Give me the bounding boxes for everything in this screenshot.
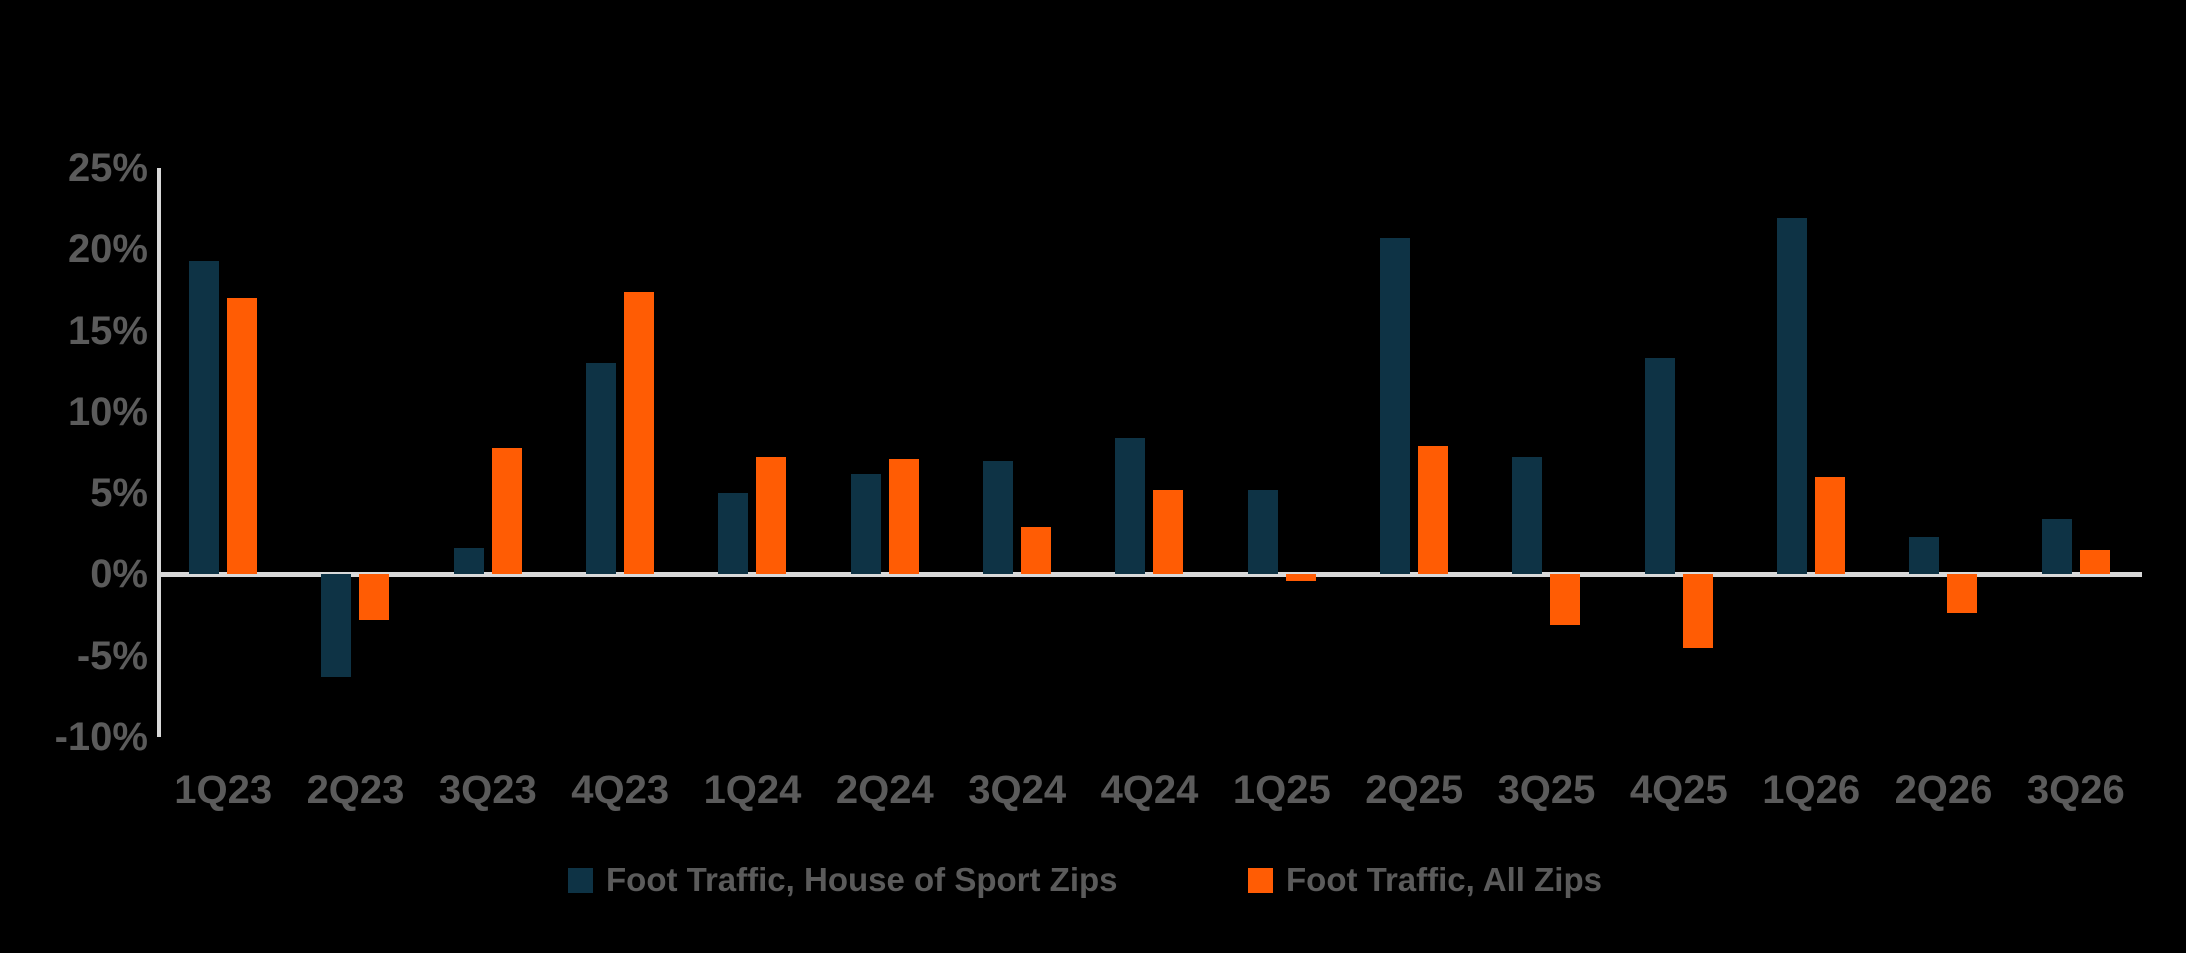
bar-all-zips: [1550, 574, 1581, 625]
x-axis-label: 2Q25: [1365, 768, 1464, 812]
category-slot: [951, 168, 1083, 737]
category-slot: [1877, 168, 2009, 737]
x-axis-label: 1Q24: [703, 768, 802, 812]
x-axis-label: 4Q25: [1629, 768, 1728, 812]
category-slot: [1348, 168, 1480, 737]
x-axis-label: 3Q23: [438, 768, 537, 812]
y-axis-line: [157, 168, 161, 737]
legend-swatch-icon: [1248, 867, 1273, 893]
bar-all-zips: [1682, 574, 1713, 648]
category-slot: [1083, 168, 1215, 737]
category-slot: [554, 168, 686, 737]
x-axis-label: 2Q23: [306, 768, 405, 812]
x-axis-label: 3Q26: [2026, 768, 2125, 812]
bar-house-of-sport-zips: [321, 574, 352, 677]
legend-item: Foot Traffic, All Zips: [1248, 857, 1602, 903]
bar-house-of-sport-zips: [983, 460, 1014, 575]
category-slot: [686, 168, 818, 737]
bar-all-zips: [1021, 527, 1052, 575]
legend-label: Foot Traffic, All Zips: [1286, 861, 1602, 898]
y-axis-tick-label: 10%: [67, 389, 148, 434]
y-axis-tick-label: 25%: [67, 146, 148, 190]
x-axis-label: 3Q25: [1497, 768, 1596, 812]
category-slot: [2010, 168, 2142, 737]
bar-all-zips: [1947, 574, 1978, 614]
y-axis-tick-label: 5%: [90, 471, 148, 516]
y-axis-tick-label: -5%: [76, 633, 148, 678]
category-slot: [422, 168, 554, 737]
category-slot: [1216, 168, 1348, 737]
bar-house-of-sport-zips: [718, 493, 749, 575]
bar-house-of-sport-zips: [1644, 358, 1675, 575]
category-slot: [1480, 168, 1612, 737]
x-axis-label: 1Q23: [174, 768, 273, 812]
x-axis-label: 1Q25: [1232, 768, 1331, 812]
bar-all-zips: [1285, 574, 1316, 581]
plot-area: [157, 168, 2142, 737]
y-axis-tick-label: -10%: [54, 715, 148, 759]
x-axis-label: 4Q24: [1100, 768, 1199, 812]
bar-all-zips: [491, 447, 522, 575]
bar-all-zips: [1815, 476, 1846, 575]
x-axis-label: 2Q26: [1894, 768, 1993, 812]
x-axis-label: 1Q26: [1762, 768, 1861, 812]
legend-item: Foot Traffic, House of Sport Zips: [568, 857, 1118, 903]
y-axis-tick-label: 15%: [67, 308, 148, 353]
bar-house-of-sport-zips: [1115, 437, 1146, 575]
bar-house-of-sport-zips: [1380, 237, 1411, 575]
bar-all-zips: [2079, 550, 2110, 575]
bar-all-zips: [359, 574, 390, 620]
category-slot: [1613, 168, 1745, 737]
x-axis-label: 3Q24: [968, 768, 1067, 812]
bar-house-of-sport-zips: [1777, 218, 1808, 575]
bar-all-zips: [1153, 489, 1184, 575]
bar-all-zips: [624, 291, 655, 575]
bar-all-zips: [1418, 445, 1449, 575]
bar-all-zips: [888, 459, 919, 575]
legend-swatch-icon: [568, 867, 593, 893]
legend: Foot Traffic, House of Sport Zips Foot Tr…: [0, 857, 2186, 903]
category-slot: [1745, 168, 1877, 737]
y-axis-tick-label: 20%: [67, 227, 148, 272]
bar-house-of-sport-zips: [1247, 489, 1278, 575]
category-slot: [289, 168, 421, 737]
bar-house-of-sport-zips: [1512, 457, 1543, 575]
category-slot: [157, 168, 289, 737]
bar-all-zips: [227, 298, 258, 575]
bar-house-of-sport-zips: [453, 548, 484, 575]
bar-all-zips: [756, 457, 787, 575]
legend-label: Foot Traffic, House of Sport Zips: [606, 861, 1118, 898]
bar-house-of-sport-zips: [1909, 537, 1940, 575]
bar-house-of-sport-zips: [850, 473, 881, 575]
zero-axis-line: [157, 571, 2142, 577]
bar-house-of-sport-zips: [2041, 519, 2072, 575]
bar-house-of-sport-zips: [189, 260, 220, 575]
category-slot: [819, 168, 951, 737]
x-axis-label: 2Q24: [835, 768, 934, 812]
x-axis-label: 4Q23: [571, 768, 670, 812]
y-axis-tick-label: 0%: [90, 552, 148, 597]
bar-house-of-sport-zips: [586, 363, 617, 575]
